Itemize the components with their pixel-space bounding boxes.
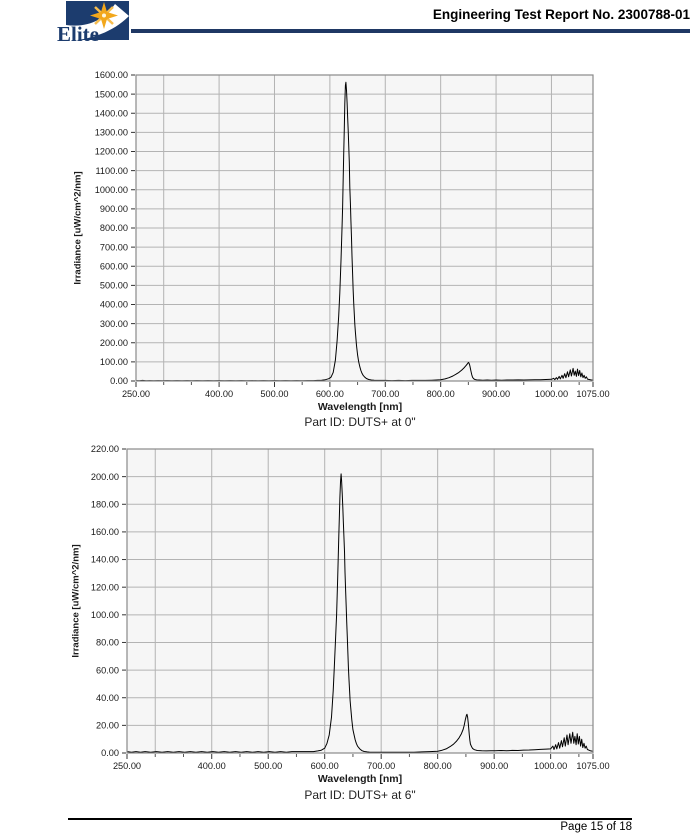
y-axis-tick-label: 700.00 (100, 242, 128, 252)
y-axis-tick-label: 200.00 (100, 338, 128, 348)
plot-border (126, 448, 594, 754)
header-title: Engineering Test Report No. 2300788-01 (432, 7, 690, 22)
x-axis-tick-label: 600.00 (316, 389, 344, 399)
y-axis-tick-label: 1400.00 (95, 108, 128, 118)
y-axis-tick-label: 140.00 (91, 555, 119, 565)
x-axis-tick-label: 1075.00 (576, 761, 609, 771)
y-axis-tick-label: 900.00 (100, 204, 128, 214)
y-axis-tick-label: 1200.00 (95, 147, 128, 157)
y-axis-tick-label: 180.00 (91, 499, 119, 509)
logo-wordmark: Elite (57, 22, 99, 46)
y-axis-tick-label: 300.00 (100, 319, 128, 329)
y-axis-tick-label: 100.00 (91, 610, 119, 620)
star-core (102, 13, 106, 18)
y-axis-tick-label: 800.00 (100, 223, 128, 233)
y-axis-tick-label: 400.00 (100, 300, 128, 310)
y-axis-tick-label: 1100.00 (95, 166, 128, 176)
x-axis-tick-label: 700.00 (367, 761, 395, 771)
x-axis-tick-label: 600.00 (311, 761, 339, 771)
y-axis-tick-label: 1600.00 (95, 70, 128, 80)
chart-caption-bottom-chart: Part ID: DUTS+ at 6" (304, 788, 416, 802)
x-axis-tick-label: 800.00 (424, 761, 452, 771)
x-axis-title-top-chart: Wavelength [nm] (317, 401, 403, 413)
x-axis-tick-label: 250.00 (113, 761, 141, 771)
x-axis-tick-label: 400.00 (205, 389, 233, 399)
plot-border (135, 74, 594, 382)
chart-caption-top-chart: Part ID: DUTS+ at 0" (304, 415, 416, 429)
y-axis-tick-label: 0.00 (110, 376, 128, 386)
spectrum-curve (126, 473, 594, 753)
x-axis-tick-label: 900.00 (482, 389, 510, 399)
y-axis-tick-label: 0.00 (101, 748, 119, 758)
y-axis-tick-label: 1000.00 (95, 185, 128, 195)
x-axis-tick-label: 1075.00 (576, 389, 609, 399)
y-axis-tick-label: 200.00 (91, 472, 119, 482)
x-axis-tick-label: 900.00 (480, 761, 508, 771)
x-axis-title-bottom-chart: Wavelength [nm] (317, 773, 403, 785)
x-axis-tick-label: 400.00 (198, 761, 226, 771)
page-number: Page 15 of 18 (560, 821, 632, 833)
footer-rule (68, 818, 632, 820)
y-axis-tick-label: 1500.00 (95, 89, 128, 99)
x-axis-tick-label: 800.00 (427, 389, 455, 399)
y-axis-tick-label: 60.00 (96, 665, 119, 675)
x-axis-tick-label: 1000.00 (535, 389, 568, 399)
plot-area (127, 449, 593, 753)
y-axis-tick-label: 160.00 (91, 527, 119, 537)
x-axis-tick-label: 500.00 (260, 389, 288, 399)
x-axis-tick-label: 250.00 (122, 389, 150, 399)
y-axis-tick-label: 1300.00 (95, 128, 128, 138)
y-axis-tick-label: 100.00 (100, 357, 128, 367)
elite-logo: Elite (54, 0, 134, 54)
elite-logo-graphic (66, 1, 129, 41)
y-axis-tick-label: 20.00 (96, 721, 119, 731)
x-axis-tick-label: 500.00 (254, 761, 282, 771)
y-axis-tick-label: 40.00 (96, 693, 119, 703)
y-axis-tick-label: 80.00 (96, 638, 119, 648)
y-axis-title-bottom-chart: Irradiance [uW/cm^2/nm] (70, 544, 82, 658)
y-axis-tick-label: 220.00 (91, 444, 119, 454)
y-axis-tick-label: 120.00 (91, 582, 119, 592)
header-rule (131, 29, 690, 33)
y-axis-tick-label: 500.00 (100, 281, 128, 291)
x-axis-tick-label: 1000.00 (534, 761, 567, 771)
x-axis-tick-label: 700.00 (371, 389, 399, 399)
y-axis-tick-label: 600.00 (100, 261, 128, 271)
y-axis-title-top-chart: Irradiance [uW/cm^2/nm] (72, 171, 84, 285)
